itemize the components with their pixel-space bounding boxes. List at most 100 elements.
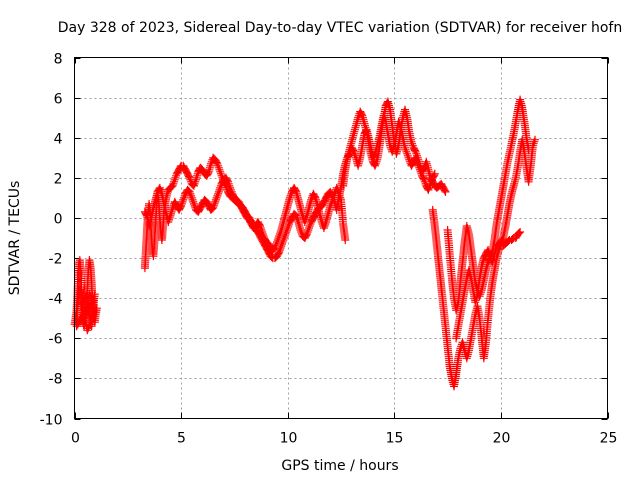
data-point — [531, 135, 539, 144]
x-tick-label: 0 — [71, 431, 80, 447]
data-point — [275, 246, 284, 254]
data-point — [441, 187, 450, 196]
data-points — [70, 95, 539, 391]
data-point — [226, 185, 235, 194]
data-point — [187, 193, 196, 202]
data-point — [209, 201, 218, 210]
y-tick-label: -8 — [49, 372, 63, 388]
data-point — [403, 149, 412, 158]
x-tick-label: 10 — [280, 431, 298, 447]
data-point — [184, 172, 193, 181]
y-tick-label: -4 — [49, 292, 63, 308]
data-point — [320, 222, 329, 230]
series-segment-3 — [140, 173, 350, 254]
data-point — [381, 115, 390, 124]
data-point — [227, 187, 236, 196]
data-point — [259, 232, 268, 240]
data-point — [420, 175, 429, 184]
data-point — [380, 113, 389, 122]
data-point — [508, 185, 517, 194]
data-point — [306, 220, 315, 228]
data-point — [430, 171, 439, 180]
data-point — [427, 177, 436, 186]
data-point — [319, 224, 328, 232]
data-point — [296, 226, 305, 234]
data-point — [275, 248, 284, 256]
data-point — [165, 215, 173, 224]
data-point — [215, 185, 224, 194]
data-point — [274, 234, 283, 242]
data-point — [404, 153, 413, 162]
data-point — [189, 197, 198, 206]
y-tick-label: 4 — [54, 132, 63, 148]
data-point — [216, 169, 225, 178]
data-point — [402, 147, 411, 156]
data-point — [216, 183, 225, 192]
data-point — [275, 230, 284, 238]
data-point — [370, 151, 379, 160]
data-point — [210, 199, 219, 208]
chart-title: Day 328 of 2023, Sidereal Day-to-day VTE… — [58, 20, 622, 36]
data-point — [396, 121, 404, 130]
data-point — [274, 249, 283, 258]
data-point — [411, 153, 420, 162]
data-point — [257, 226, 266, 234]
data-point — [157, 187, 166, 196]
y-tick-label: 8 — [54, 52, 63, 68]
x-axis-label: GPS time / hours — [281, 458, 398, 474]
data-point — [204, 169, 213, 178]
data-point — [341, 236, 350, 244]
data-point — [211, 195, 220, 204]
data-point — [216, 167, 225, 176]
data-point — [177, 201, 186, 210]
data-point — [176, 203, 185, 212]
data-point — [430, 169, 439, 178]
data-point — [212, 193, 221, 202]
data-point — [305, 224, 313, 232]
data-point — [388, 147, 397, 156]
data-point — [223, 176, 232, 185]
data-point — [255, 220, 264, 229]
data-point — [428, 175, 436, 184]
data-point — [357, 110, 366, 119]
data-point — [372, 157, 381, 166]
data-point — [168, 181, 177, 190]
data-point — [90, 290, 99, 299]
data-point — [209, 203, 218, 212]
data-point — [414, 161, 423, 170]
data-point — [170, 177, 178, 186]
x-tick-label: 25 — [600, 431, 618, 447]
data-point — [410, 146, 419, 155]
data-point — [291, 186, 300, 195]
data-point — [168, 203, 177, 212]
data-point — [185, 173, 194, 182]
data-point — [213, 159, 222, 168]
data-point — [371, 159, 380, 168]
data-point — [272, 240, 281, 248]
data-point — [424, 185, 433, 194]
x-tick-label: 15 — [386, 431, 404, 447]
data-point — [401, 143, 409, 152]
data-point — [188, 195, 197, 204]
data-point — [185, 187, 194, 196]
y-axis-label: SDTVAR / TECUs — [7, 181, 23, 296]
data-point — [256, 224, 265, 232]
data-point — [286, 191, 295, 200]
data-point — [326, 201, 335, 210]
data-point — [515, 229, 523, 237]
data-point — [349, 146, 358, 155]
series-segment-1 — [70, 256, 101, 335]
data-point — [214, 161, 223, 170]
data-point — [171, 173, 180, 182]
data-point — [256, 222, 264, 230]
data-point — [417, 169, 426, 178]
data-point — [301, 215, 310, 224]
data-point — [304, 226, 313, 234]
data-point — [530, 137, 539, 146]
data-point — [270, 244, 279, 252]
data-point — [415, 165, 424, 174]
data-point — [388, 145, 397, 154]
data-point — [305, 222, 314, 230]
data-point — [349, 147, 358, 156]
